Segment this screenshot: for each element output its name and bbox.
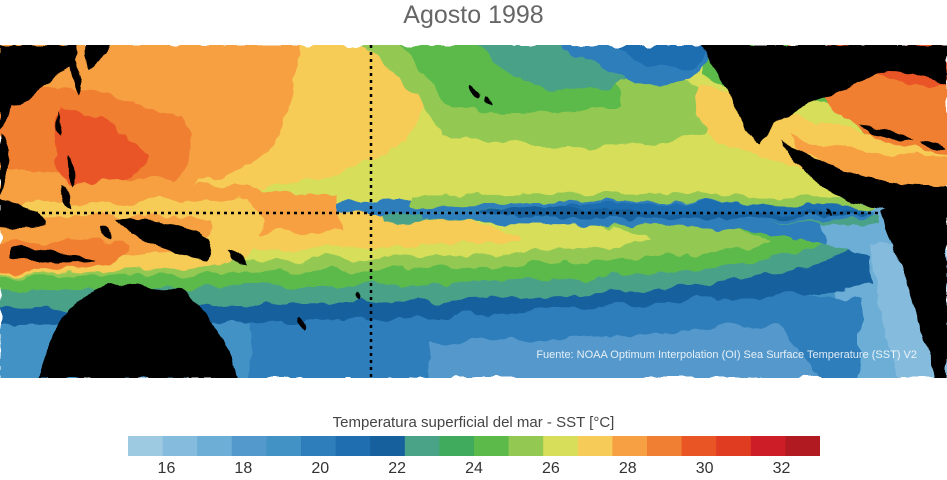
colorbar-tick-label: 20 <box>311 460 330 477</box>
colorbar-swatch <box>197 436 233 456</box>
colorbar <box>128 436 820 456</box>
colorbar-swatch <box>474 436 510 456</box>
colorbar-swatch <box>162 436 198 456</box>
colorbar-tick-label: 22 <box>388 460 407 477</box>
land-masses <box>0 45 947 378</box>
colorbar-title: Temperatura superficial del mar - SST [°… <box>332 414 615 431</box>
colorbar-swatch <box>612 436 648 456</box>
colorbar-swatch <box>577 436 613 456</box>
colorbar-swatch <box>716 436 752 456</box>
sst-map-canvas <box>0 45 947 378</box>
source-note: Fuente: NOAA Optimum Interpolation (OI) … <box>536 349 917 361</box>
colorbar-swatch <box>266 436 302 456</box>
colorbar-swatch <box>404 436 440 456</box>
colorbar-swatch <box>301 436 337 456</box>
colorbar-swatch <box>750 436 786 456</box>
colorbar-swatch <box>335 436 371 456</box>
colorbar-tick-label: 24 <box>465 460 483 477</box>
colorbar-tick-label: 26 <box>541 460 560 477</box>
colorbar-swatch <box>681 436 717 456</box>
colorbar-tick-label: 30 <box>695 460 714 477</box>
colorbar-ticks: 16 18 20 22 24 26 28 30 32 <box>0 460 947 480</box>
colorbar-tick-label: 32 <box>772 460 791 477</box>
colorbar-tick-label: 28 <box>618 460 637 477</box>
colorbar-swatch <box>508 436 544 456</box>
colorbar-swatch <box>128 436 164 456</box>
colorbar-swatch <box>785 436 820 456</box>
colorbar-swatch <box>231 436 267 456</box>
colorbar-swatch <box>439 436 475 456</box>
colorbar-swatch <box>647 436 683 456</box>
colorbar-tick-label: 16 <box>157 460 176 477</box>
colorbar-tick-label: 18 <box>234 460 253 477</box>
colorbar-swatch <box>370 436 406 456</box>
map-title: Agosto 1998 <box>403 1 544 29</box>
colorbar-swatch <box>543 436 579 456</box>
sst-map: Fuente: NOAA Optimum Interpolation (OI) … <box>0 45 947 378</box>
